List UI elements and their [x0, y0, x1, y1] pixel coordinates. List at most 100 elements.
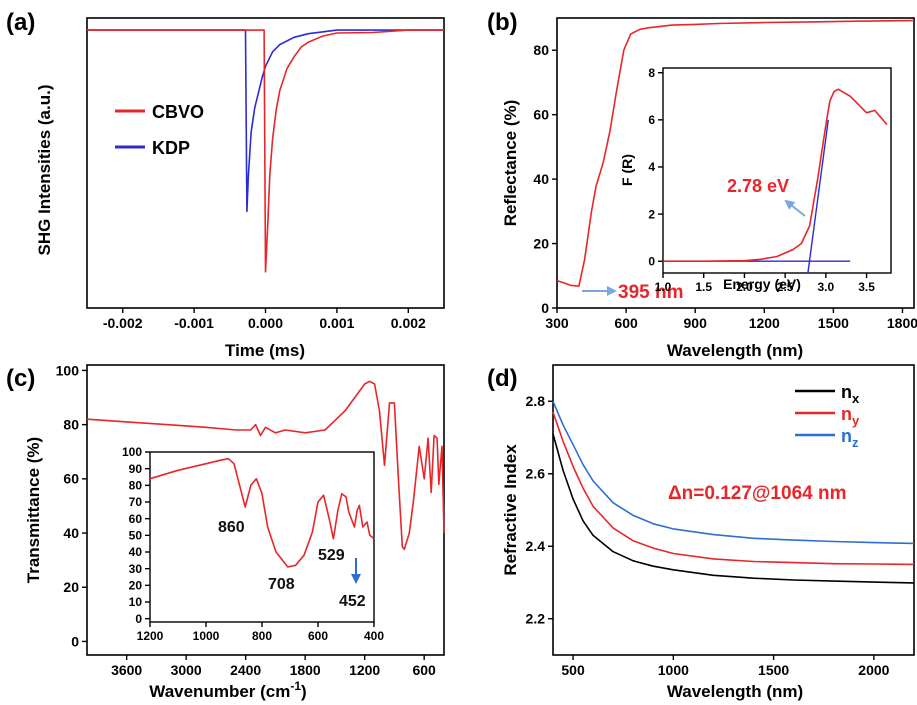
- chart-b-inset-arrow: [784, 199, 806, 217]
- chart-b-annotation: 395 nm: [618, 282, 683, 303]
- chart-c-inset-ytick-label: 0: [135, 612, 142, 626]
- chart-b-ytick-label: 80: [533, 42, 549, 58]
- chart-b-ytick-label: 0: [541, 300, 549, 316]
- chart-c-xlabel: Wavenumber (cm-1): [149, 679, 306, 701]
- chart-c-inset-xtick-label: 400: [364, 629, 384, 643]
- chart-c-inset-ytick-label: 90: [129, 462, 143, 476]
- chart-c-inset-ytick-label: 80: [129, 479, 143, 493]
- chart-b-series: [556, 19, 915, 287]
- chart-b-ytick-label: 40: [533, 171, 549, 187]
- chart-c-ytick-label: 100: [56, 362, 80, 378]
- chart-c-inset-ytick-label: 100: [122, 445, 142, 459]
- chart-c-xtick-label: 2400: [230, 662, 261, 678]
- chart-d-xtick-label: 1000: [658, 662, 689, 678]
- chart-c-inset-xtick-label: 800: [252, 629, 272, 643]
- chart-c-ylabel: Transmittance (%): [24, 437, 43, 583]
- chart-b-inset-ytick-label: 4: [648, 160, 655, 174]
- chart-d-series-nz: [552, 400, 915, 545]
- legend-d-label-nx: nx: [841, 382, 860, 406]
- chart-c-xtick-label: 3000: [171, 662, 202, 678]
- panel-label-d: (d): [487, 365, 518, 392]
- chart-b-inset-xlabel: Energy (eV): [723, 276, 801, 292]
- chart-d-series-nx: [552, 433, 915, 584]
- chart-b-inset-series: [663, 88, 888, 263]
- chart-b-inset-fitline: [807, 119, 829, 274]
- chart-c-inset-ytick-label: 70: [129, 495, 143, 509]
- panel-label-a: (a): [6, 9, 35, 36]
- chart-d-xtick-label: 2000: [858, 662, 889, 678]
- chart-a-xlabel: Time (ms): [225, 341, 305, 360]
- chart-c-inset-ytick-label: 60: [129, 512, 143, 526]
- chart-b-ylabel: Reflectance (%): [501, 100, 520, 227]
- chart-b-inset-ytick-label: 6: [648, 113, 655, 127]
- chart-b-inset-ytick-label: 8: [648, 66, 655, 80]
- inset-c-label-860: 860: [218, 519, 245, 536]
- chart-b-xtick-label: 300: [545, 315, 569, 331]
- chart-a-xtick-label: 0.000: [248, 315, 283, 331]
- chart-c-inset-ytick-label: 20: [129, 579, 143, 593]
- chart-c-xtick-label: 600: [412, 662, 436, 678]
- chart-b-inset-xtick-label: 3.5: [858, 280, 875, 294]
- chart-c-ytick-label: 20: [63, 579, 79, 595]
- chart-a-xtick-label: -0.002: [103, 315, 143, 331]
- chart-c-ytick-label: 40: [63, 525, 79, 541]
- chart-d-xtick-label: 500: [561, 662, 585, 678]
- chart-c-inset-xtick-label: 1000: [193, 629, 220, 643]
- chart-a-series-cbvo: [87, 29, 444, 273]
- chart-c-xtick-label: 1800: [290, 662, 321, 678]
- chart-c-inset-frame: [149, 451, 375, 623]
- chart-b-xlabel: Wavelength (nm): [667, 341, 803, 360]
- chart-c-inset-ytick-label: 10: [129, 595, 143, 609]
- chart-d-frame: [552, 364, 915, 656]
- chart-a: -0.002 -0.001 0.000 0.001 0.002 Time (ms) SH…: [35, 17, 445, 360]
- chart-b-xtick-label: 1500: [818, 315, 849, 331]
- chart-b-ytick-label: 60: [533, 107, 549, 123]
- chart-c-ytick-label: 0: [71, 633, 79, 649]
- chart-b-xtick-label: 1800: [887, 315, 917, 331]
- chart-d-ytick-label: 2.2: [526, 611, 546, 627]
- chart-b-inset-ytick-label: 0: [648, 254, 655, 268]
- chart-c-inset-ytick-label: 50: [129, 529, 143, 543]
- chart-d-xlabel: Wavelength (nm): [667, 682, 803, 701]
- inset-c-label-708: 708: [268, 576, 295, 593]
- chart-b-inset-xtick-label: 3.0: [818, 280, 835, 294]
- chart-a-xtick-label: -0.001: [174, 315, 214, 331]
- chart-d-ytick-label: 2.8: [526, 393, 546, 409]
- chart-c-inset-series: [149, 457, 375, 568]
- chart-b-inset-xtick-label: 1.0: [655, 280, 672, 294]
- chart-b-inset-xtick-label: 2.0: [736, 280, 753, 294]
- chart-b-inset-xtick-label: 2.5: [777, 280, 794, 294]
- chart-d-annotation: Δn=0.127@1064 nm: [668, 483, 846, 504]
- inset-c-label-529: 529: [318, 547, 345, 564]
- chart-b-inset-xtick-label: 1.5: [695, 280, 712, 294]
- chart-b-inset-frame: [662, 67, 892, 274]
- chart-b-xtick-label: 600: [614, 315, 638, 331]
- panel-label-b: (b): [487, 9, 518, 36]
- panel-label-c: (c): [6, 365, 35, 392]
- chart-c-ytick-label: 80: [63, 417, 79, 433]
- chart-b-xtick-label: 900: [684, 315, 708, 331]
- chart-b-frame: [556, 17, 915, 309]
- chart-d-series-ny: [552, 411, 915, 566]
- chart-c-inset-ytick-label: 30: [129, 562, 143, 576]
- chart-c-inset-ytick-label: 40: [129, 545, 143, 559]
- chart-d-ylabel: Refractive Index: [501, 444, 520, 576]
- chart-c-series: [86, 380, 445, 551]
- inset-c-label-452: 452: [339, 593, 366, 610]
- chart-b-inset-annotation: 2.78 eV: [727, 176, 789, 196]
- legend-a-label-cbvo: CBVO: [152, 102, 204, 122]
- chart-d-ytick-label: 2.4: [526, 538, 546, 554]
- chart-b-inset-ytick-label: 2: [648, 207, 655, 221]
- chart-b-inset-ylabel: F (R): [619, 154, 635, 186]
- chart-b-ytick-label: 20: [533, 235, 549, 251]
- chart-d-xtick-label: 1500: [758, 662, 789, 678]
- legend-a-label-kdp: KDP: [152, 138, 190, 158]
- chart-a-xtick-label: 0.002: [391, 315, 426, 331]
- chart-c-xtick-label: 1200: [349, 662, 380, 678]
- chart-b-xtick-label: 1200: [749, 315, 780, 331]
- chart-d: 500 1000 1500 2000 2.2 2.4 2.6 2.8 Wavelength (…: [501, 364, 915, 701]
- chart-a-xtick-label: 0.001: [319, 315, 354, 331]
- chart-c-inset-xtick-label: 1200: [137, 629, 164, 643]
